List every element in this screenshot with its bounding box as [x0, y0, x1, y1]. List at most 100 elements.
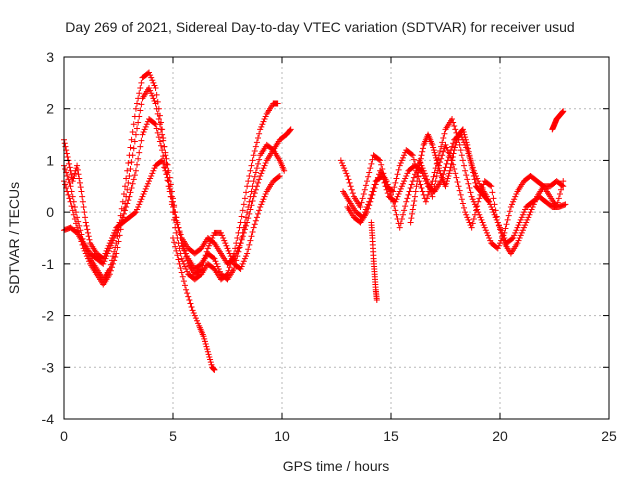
data-point [129, 180, 136, 187]
data-point [256, 130, 263, 137]
data-point [100, 260, 107, 267]
data-point [167, 188, 174, 195]
x-tick-label: 0 [60, 428, 68, 444]
data-point [138, 79, 145, 86]
data-point [197, 266, 204, 273]
data-point [240, 258, 247, 265]
data-point [205, 242, 212, 249]
data-point [244, 250, 251, 257]
data-point [258, 170, 265, 177]
data-point [249, 157, 256, 164]
data-point [201, 255, 208, 262]
data-point [129, 128, 136, 135]
data-point [132, 131, 139, 138]
data-point [261, 162, 268, 169]
data-point [178, 240, 185, 247]
data-point [247, 167, 254, 174]
data-point [398, 216, 405, 223]
data-point [466, 185, 473, 192]
data-point [115, 238, 122, 245]
data-point [241, 195, 248, 202]
data-point [149, 92, 156, 99]
data-point [516, 235, 523, 241]
data-point [139, 193, 146, 200]
data-point [200, 259, 207, 266]
data-point [142, 123, 149, 130]
data-point [508, 235, 515, 242]
data-point [401, 207, 408, 214]
data-point [462, 209, 469, 216]
y-tick-label: -2 [42, 308, 55, 324]
data-point [463, 139, 470, 146]
data-point [154, 129, 161, 136]
data-point [262, 191, 269, 198]
data-point [173, 214, 180, 221]
data-point [359, 195, 366, 202]
data-point [477, 214, 484, 221]
data-point [211, 366, 218, 373]
data-point [454, 178, 461, 185]
data-point [137, 143, 144, 150]
data-point [260, 196, 267, 203]
data-point [478, 216, 485, 223]
data-point [125, 179, 132, 186]
data-point [465, 180, 472, 187]
data-point [161, 164, 168, 171]
data-point [560, 183, 567, 190]
data-point [422, 198, 429, 205]
data-point [219, 232, 226, 239]
data-point [71, 172, 78, 179]
x-tick-label: 25 [601, 428, 617, 444]
data-point [65, 176, 72, 183]
data-point [524, 216, 531, 223]
data-point [417, 159, 424, 166]
data-point [151, 82, 158, 89]
data-point [437, 147, 444, 154]
data-point [257, 203, 264, 210]
data-point [226, 264, 233, 271]
data-point [227, 253, 234, 260]
data-point [461, 162, 468, 169]
data-point [429, 141, 436, 148]
data-point [507, 203, 514, 210]
data-point [251, 190, 258, 197]
data-point [221, 237, 228, 244]
data-point [453, 174, 460, 181]
data-point [474, 203, 481, 210]
data-point [66, 179, 73, 186]
data-point [425, 191, 432, 198]
data-point [130, 145, 137, 152]
data-point [474, 175, 481, 182]
data-point [371, 185, 378, 192]
data-point [397, 220, 404, 227]
data-point [504, 216, 511, 223]
data-point [166, 183, 173, 190]
data-point [503, 221, 510, 228]
data-point [198, 266, 205, 273]
data-point [464, 176, 471, 183]
data-point [137, 107, 144, 114]
data-point [457, 147, 464, 154]
data-point [108, 264, 115, 271]
data-point [126, 172, 133, 179]
data-point [136, 90, 143, 97]
data-point [419, 145, 426, 152]
data-point [105, 242, 112, 249]
data-point [398, 157, 405, 164]
data-point [69, 193, 76, 200]
data-point [136, 113, 143, 120]
data-point [443, 144, 450, 151]
data-point [131, 172, 138, 179]
data-point [183, 266, 190, 273]
data-point [143, 121, 150, 128]
data-point [532, 196, 539, 203]
data-point [199, 262, 206, 269]
data-point [450, 119, 457, 126]
data-point [374, 174, 381, 181]
data-point [427, 186, 434, 193]
data-point [513, 227, 520, 234]
data-point [367, 198, 374, 205]
data-point [274, 100, 281, 107]
data-point [445, 172, 452, 179]
data-point [140, 128, 147, 135]
